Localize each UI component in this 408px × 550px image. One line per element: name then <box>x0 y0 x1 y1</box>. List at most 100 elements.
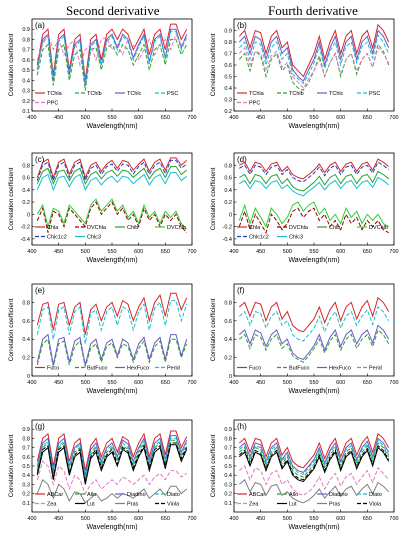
y-tick-label: 0.8 <box>22 163 30 169</box>
legend: Fuco ButFuco HexFuco Perid <box>237 366 382 372</box>
series-line-psc <box>238 33 390 85</box>
legend-label-psc: PSC <box>369 91 380 97</box>
y-tick-label: 0.6 <box>22 455 30 461</box>
y-tick-label: 0.4 <box>224 86 232 92</box>
y-tick-label: 0.2 <box>22 356 30 362</box>
legend-label-lut: Lut <box>87 502 95 508</box>
x-tick-label: 650 <box>363 516 372 522</box>
legend-label-diato: Diato <box>167 492 180 498</box>
x-axis-label: Wavelength(nm) <box>86 257 137 264</box>
series-line-perid <box>36 300 188 344</box>
legend-label-allo: Allo <box>87 492 96 498</box>
x-tick-label: 500 <box>81 516 90 522</box>
series-line-diadino <box>238 437 390 473</box>
x-tick-label: 700 <box>389 115 398 121</box>
series-line-ppc <box>36 33 188 67</box>
y-tick-label: 0.2 <box>224 492 232 498</box>
legend-label-pras: Pras <box>329 502 341 508</box>
y-tick-label: 0.2 <box>224 109 232 115</box>
y-tick-label: 0.2 <box>224 200 232 206</box>
series-line-lut <box>36 444 188 485</box>
y-tick-label: -0.4 <box>21 237 30 243</box>
series-line-chla <box>239 158 390 180</box>
series-line-diato <box>36 437 188 478</box>
y-axis-label: Correlation coefficient <box>8 434 15 497</box>
legend: Fuco ButFuco HexFuco Perid <box>35 366 180 372</box>
x-tick-label: 450 <box>54 380 63 386</box>
x-tick-label: 400 <box>229 380 238 386</box>
y-tick-label: -0.2 <box>223 225 232 231</box>
y-tick-label: 0.5 <box>22 68 30 74</box>
y-tick-label: 0.8 <box>22 37 30 43</box>
y-tick-label: 0 <box>27 212 30 218</box>
series-group <box>238 158 390 234</box>
series-line-hexfuco <box>238 324 390 360</box>
series-line-abcar <box>36 430 188 471</box>
x-tick-label: 500 <box>81 249 90 255</box>
y-tick-label: 0.4 <box>224 473 232 479</box>
x-axis-label: Wavelength(nm) <box>86 524 137 531</box>
x-tick-label: 400 <box>27 380 36 386</box>
x-tick-label: 500 <box>81 380 90 386</box>
series-line-tchla <box>36 23 188 81</box>
x-tick-label: 500 <box>283 380 292 386</box>
x-tick-label: 550 <box>309 516 318 522</box>
panel-label: (h) <box>237 422 247 431</box>
y-tick-label: 0.8 <box>22 436 30 442</box>
x-tick-label: 600 <box>336 249 345 255</box>
series-line-lut <box>238 446 390 483</box>
legend: Chla DVChla Chlb DVChlb Chlc1c2 Chlc3 <box>35 225 186 241</box>
legend-label-tchla: TChla <box>249 91 265 97</box>
legend-label-diadino: Diadino <box>329 492 348 498</box>
legend-label-abcar: ABCar <box>249 492 265 498</box>
series-line-chlc1c2 <box>239 161 390 183</box>
y-tick-label: 0.6 <box>224 176 232 182</box>
x-tick-label: 450 <box>54 115 63 121</box>
y-tick-label: 0.1 <box>22 501 30 507</box>
y-tick-label: 0.5 <box>224 464 232 470</box>
series-line-fuco <box>36 292 188 335</box>
legend-label-allo: Allo <box>289 492 298 498</box>
panel-a: 400 450 500 550 600 650 700 0.1 0.2 0.3 0.4 0.5 0.6 0… <box>8 18 197 130</box>
y-tick-label: 0.8 <box>224 40 232 46</box>
series-line-dvchla <box>238 207 389 234</box>
series-line-tchla <box>238 23 390 78</box>
y-tick-label: 0.3 <box>22 482 30 488</box>
legend-label-chlc3: Chlc3 <box>289 235 303 241</box>
legend-label-diadino: Diadino <box>127 492 146 498</box>
series-group <box>36 23 188 91</box>
y-tick-label: 0.4 <box>22 188 30 194</box>
x-tick-label: 550 <box>107 249 116 255</box>
panel-b: 400 450 500 550 600 650 700 0.2 0.3 0.4 0.5 0.6 0.7 0… <box>210 18 399 130</box>
panel-label: (e) <box>35 286 45 295</box>
x-tick-label: 550 <box>107 380 116 386</box>
x-tick-label: 700 <box>389 516 398 522</box>
y-tick-label: 0.6 <box>22 176 30 182</box>
y-axis-label: Correlation coefficient <box>8 298 15 361</box>
x-tick-label: 650 <box>363 380 372 386</box>
y-tick-label: 0.2 <box>22 492 30 498</box>
y-tick-label: 0.8 <box>224 300 232 306</box>
x-tick-label: 400 <box>229 516 238 522</box>
panel-label: (a) <box>35 21 45 30</box>
x-tick-label: 550 <box>309 249 318 255</box>
legend: TChla TChlb TChlc PSC PPC <box>237 91 380 107</box>
y-axis-label: Correlation coefficient <box>8 167 15 230</box>
series-line-viola <box>238 444 390 481</box>
column-title-right: Fourth derivative <box>268 3 358 18</box>
panel-c: 400 450 500 550 600 650 700 -0.4 -0.2 0 0.2 0.4 0.6 0… <box>8 152 197 264</box>
y-tick-label: 0.8 <box>224 436 232 442</box>
y-tick-label: 0.3 <box>22 89 30 95</box>
series-line-pras <box>238 478 390 504</box>
y-tick-label: 0 <box>229 212 232 218</box>
series-line-perid <box>238 306 390 342</box>
x-tick-label: 600 <box>336 516 345 522</box>
legend-label-tchlb: TChlb <box>87 91 102 97</box>
panel-label: (d) <box>237 155 247 164</box>
y-axis-label: Correlation coefficient <box>210 33 217 96</box>
series-line-zea <box>238 465 390 496</box>
y-tick-label: 0.6 <box>224 455 232 461</box>
y-tick-label: 0.4 <box>22 473 30 479</box>
legend-label-chlc1c2: Chlc1c2 <box>47 235 67 241</box>
